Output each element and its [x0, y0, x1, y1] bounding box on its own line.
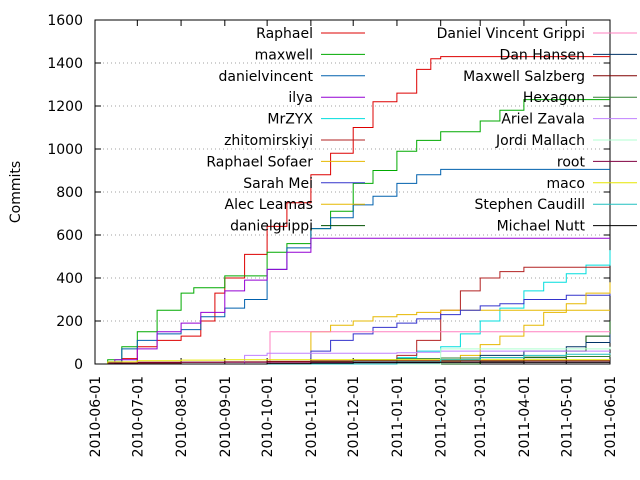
legend-label: MrZYX — [267, 112, 313, 128]
x-tick-label: 2010-11-01 — [304, 376, 320, 457]
legend-label: Jordi Mallach — [495, 133, 585, 149]
legend-label: zhitomirskiyi — [224, 133, 313, 149]
y-tick-label: 1600 — [47, 13, 83, 29]
legend-label: Raphael — [256, 26, 313, 42]
x-tick-label: 2011-03-01 — [473, 376, 489, 457]
legend-label: Hexagon — [523, 90, 585, 106]
y-tick-label: 800 — [56, 185, 83, 201]
legend-label: danielvincent — [219, 69, 314, 85]
x-axis-ticks: 2010-06-01 2010-07-01 2010-08-01 2010-09-01… — [88, 20, 619, 457]
series-line-maco — [95, 359, 610, 365]
y-tick-label: 1000 — [47, 142, 83, 158]
legend-label: Stephen Caudill — [475, 197, 585, 213]
legend-label: Maxwell Salzberg — [463, 69, 585, 85]
x-tick-label: 2011-06-01 — [603, 376, 619, 457]
x-tick-label: 2011-04-01 — [517, 376, 533, 457]
y-tick-label: 400 — [56, 271, 83, 287]
x-tick-label: 2010-07-01 — [130, 376, 146, 457]
y-tick-label: 1200 — [47, 99, 83, 115]
y-tick-label: 1400 — [47, 56, 83, 72]
legend-label: Ariel Zavala — [501, 112, 585, 128]
y-tick-label: 600 — [56, 228, 83, 244]
legend-label: Raphael Sofaer — [206, 154, 313, 170]
x-tick-label: 2010-10-01 — [260, 376, 276, 457]
series-line-alec-leamas — [95, 282, 611, 365]
legend-label: root — [557, 154, 586, 170]
y-tick-label: 0 — [74, 357, 83, 373]
x-tick-label: 2010-12-01 — [346, 376, 362, 457]
legend-label: danielgrippi — [230, 219, 313, 235]
x-tick-label: 2011-02-01 — [434, 376, 450, 457]
y-tick-label: 200 — [56, 314, 83, 330]
series-line-stephen-caudill — [95, 353, 611, 365]
series-line-ilya — [95, 237, 610, 365]
legend-label: Michael Nutt — [497, 219, 586, 235]
y-axis-label: Commits — [8, 161, 24, 223]
x-tick-label: 2010-09-01 — [218, 376, 234, 457]
legend-label: maxwell — [255, 47, 313, 63]
series-line-raphael-sofaer — [95, 309, 610, 365]
x-tick-label: 2010-06-01 — [88, 376, 104, 457]
x-tick-label: 2010-08-01 — [174, 376, 190, 457]
series-line-michael-nutt — [95, 361, 611, 365]
legend-label: maco — [547, 176, 585, 192]
legend-label: ilya — [288, 90, 313, 106]
x-tick-label: 2011-01-01 — [390, 376, 406, 457]
series-line-sarah-mei — [95, 290, 611, 365]
series-line-danielvincent — [95, 168, 610, 365]
legend-label: Sarah Mei — [243, 176, 313, 192]
legend-label: Daniel Vincent Grippi — [437, 26, 585, 42]
legend-label: Dan Hansen — [500, 47, 585, 63]
series-line-daniel-vincent-grippi — [95, 331, 610, 365]
legend-label: Alec Leamas — [225, 197, 313, 213]
series-line-raphael — [95, 56, 610, 365]
series-lines — [95, 56, 611, 365]
legend: Raphael maxwell danielvincent ilya MrZYX zhit… — [206, 26, 637, 235]
y-axis-ticks: 0 200 400 600 800 1000 1200 1400 1600 — [47, 13, 610, 373]
x-tick-label: 2011-05-01 — [559, 376, 575, 457]
series-line-zhitomirskiyi — [95, 266, 610, 365]
